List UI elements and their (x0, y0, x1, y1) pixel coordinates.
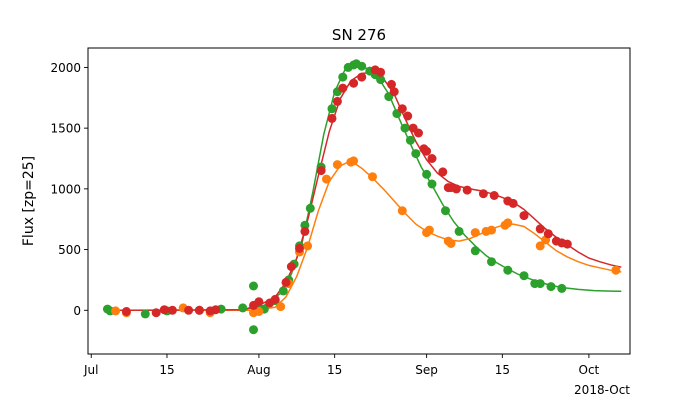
x-axis-offset-label: 2018-Oct (574, 383, 630, 397)
series-2-data-point (151, 308, 161, 318)
x-tick-label: Jul (83, 363, 98, 377)
y-axis-ticks: 0 500 1000 1500 2000 (50, 61, 88, 318)
series-2-data-point (397, 104, 407, 114)
series-2-data-point (387, 79, 396, 89)
series-0-data-point (441, 206, 450, 216)
series-2-data-point (167, 305, 177, 315)
series-2-data-point (327, 113, 337, 123)
series-2-data-point (519, 211, 529, 221)
series-2-data-point (338, 83, 348, 93)
series-1-data-point (276, 302, 286, 312)
series-1-data-point (349, 156, 359, 166)
data-points (103, 59, 621, 335)
series-2-data-point (357, 72, 367, 82)
series-2-data-point (422, 146, 432, 156)
series-1-data-point (322, 174, 331, 184)
series-2-data-point (451, 184, 461, 194)
series-0-data-point (249, 325, 258, 335)
series-2-data-point (121, 307, 131, 316)
series-0-data-point (503, 265, 513, 275)
series-0-data-point (400, 123, 410, 133)
y-axis-label: Flux [zp=25] (21, 156, 37, 246)
series-0-data-point (470, 246, 480, 256)
series-0-data-point (422, 169, 432, 179)
series-2-data-point (438, 167, 448, 177)
series-2-data-point (489, 191, 499, 200)
series-1-data-point (535, 241, 545, 251)
series-0-data-point (557, 283, 567, 293)
series-0-data-point (405, 135, 415, 145)
series-0-data-point (278, 286, 288, 296)
series-2-data-point (535, 224, 545, 234)
x-tick-label: 15 (327, 363, 342, 377)
series-0-data-point (519, 271, 529, 281)
series-0-data-point (411, 149, 421, 159)
series-0-data-point (376, 75, 386, 85)
x-tick-label: Oct (579, 363, 600, 377)
series-2-data-point (270, 294, 280, 304)
x-tick-label: 15 (159, 363, 174, 377)
series-1-data-point (303, 241, 313, 251)
series-0-data-point (140, 309, 150, 319)
series-2-data-point (316, 166, 326, 176)
series-0-data-point (427, 179, 437, 189)
series-2-data-point (376, 67, 386, 77)
series-0-data-point (546, 282, 556, 292)
series-2-data-point (562, 239, 572, 249)
series-1-data-point (611, 265, 621, 275)
series-1-data-point (446, 239, 456, 248)
series-2-data-point (478, 189, 488, 199)
series-0-data-point (338, 72, 348, 82)
series-2-data-point (286, 262, 296, 272)
series-2-data-point (427, 154, 437, 163)
series-2-data-point (281, 277, 291, 287)
series-0-data-point (454, 226, 464, 236)
series-2-data-point (403, 111, 413, 121)
series-0-data-point (249, 281, 258, 291)
series-2-data-point (194, 305, 204, 315)
y-tick-label: 1000 (50, 182, 81, 196)
series-2-data-point (300, 226, 310, 236)
series-2-data-point (159, 305, 169, 315)
series-1-data-point (368, 172, 377, 182)
y-tick-label: 1500 (50, 122, 81, 136)
series-1-data-point (254, 307, 264, 316)
series-0-data-point (535, 279, 545, 289)
series-0-data-point (305, 203, 315, 213)
y-tick-label: 2000 (50, 61, 81, 75)
series-2-data-point (543, 229, 553, 239)
x-axis-ticks: Jul 15 Aug 15 Sep 15 Oct (83, 354, 600, 377)
x-tick-label: Aug (247, 363, 270, 377)
x-tick-label: 15 (495, 363, 510, 377)
series-0-data-point (238, 303, 248, 313)
series-0-data-point (327, 104, 337, 114)
series-0-data-point (357, 61, 367, 71)
y-tick-label: 500 (58, 243, 81, 257)
series-1-data-point (332, 160, 342, 170)
series-1-data-point (424, 225, 434, 235)
series-1-data-point (111, 306, 121, 316)
series-2-data-point (462, 185, 472, 195)
series-2-data-point (184, 305, 194, 315)
x-tick-label: Sep (415, 363, 438, 377)
series-2-data-point (332, 96, 342, 106)
series-2-data-point (508, 198, 518, 208)
series-2-data-point (211, 305, 221, 315)
plot-frame (87, 47, 631, 355)
series-1-data-point (503, 218, 513, 228)
series-2-data-point (349, 78, 359, 88)
series-2-data-point (254, 297, 264, 307)
y-tick-label: 0 (73, 304, 81, 318)
series-1-data-point (470, 228, 480, 238)
series-2-data-point (389, 87, 399, 97)
series-2-data-point (414, 128, 423, 138)
series-1-data-point (397, 206, 407, 216)
series-1-data-point (487, 225, 496, 235)
series-0-data-point (487, 257, 496, 267)
series-1-fit-line (107, 160, 622, 312)
series-2-data-point (295, 243, 304, 253)
chart-title: SN 276 (332, 26, 386, 44)
